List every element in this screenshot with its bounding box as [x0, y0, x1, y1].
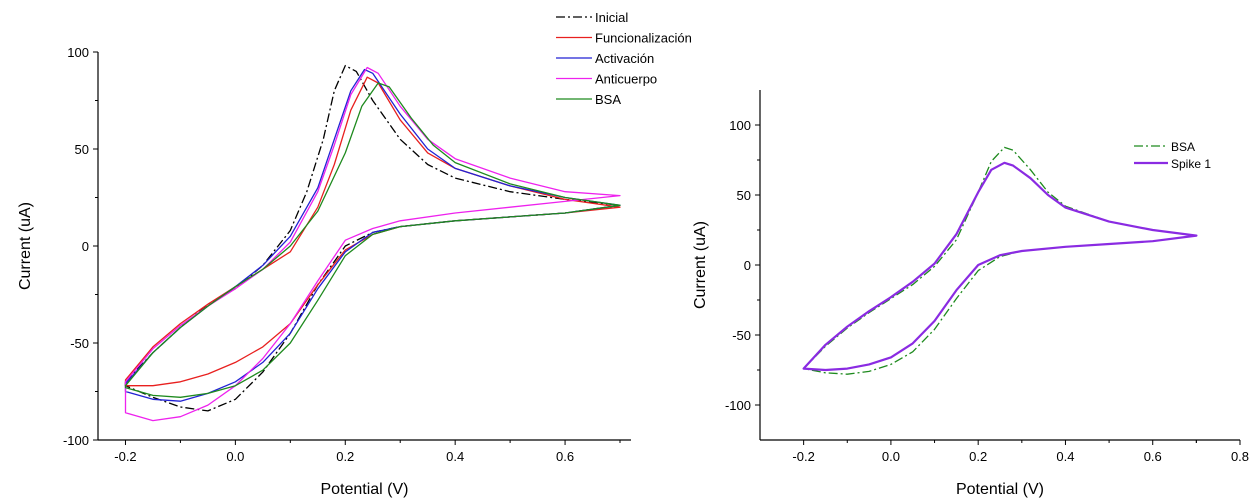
chart1-y-tick-label: 50	[75, 142, 89, 157]
chart2-x-tick-label: 0.0	[882, 449, 900, 464]
chart1-series-activaci-n	[124, 68, 621, 402]
chart2-x-tick-label: 0.6	[1144, 449, 1162, 464]
chart1-legend-label: Activación	[595, 51, 654, 66]
chart2-y-axis-title: Current (uA)	[692, 221, 709, 309]
chart2-series-spike-1	[802, 161, 1198, 372]
chart1-series-anticuerpo	[124, 66, 621, 422]
chart1-legend-label: BSA	[595, 92, 621, 107]
chart1-x-tick-label: 0.6	[556, 449, 574, 464]
chart1-legend-label: Inicial	[595, 10, 628, 25]
chart2-legend-label: BSA	[1171, 140, 1195, 154]
chart1-y-tick-label: -100	[63, 433, 89, 448]
chart1-x-axis-title: Potential (V)	[320, 481, 408, 498]
chart1-y-axis-title: Current (uA)	[17, 202, 34, 290]
chart1-y-tick-label: -50	[70, 336, 89, 351]
chart2-x-tick-label: 0.8	[1231, 449, 1249, 464]
chart2-x-tick-label: 0.2	[969, 449, 987, 464]
chart1-y-tick-label: 100	[67, 45, 89, 60]
chart2-y-tick-label: -50	[732, 328, 751, 343]
chart1-x-tick-label: 0.2	[336, 449, 354, 464]
chart1-x-tick-label: -0.2	[114, 449, 136, 464]
chart1-y-tick-label: 0	[82, 239, 89, 254]
chart1-series-inicial	[124, 64, 621, 412]
chart1-legend-label: Anticuerpo	[595, 72, 657, 87]
chart2-y-tick-label: 0	[744, 258, 751, 273]
chart2-y-tick-label: 50	[737, 188, 751, 203]
chart1-x-tick-label: 0.0	[226, 449, 244, 464]
chart1-legend-label: Funcionalización	[595, 31, 692, 46]
chart1-x-tick-label: 0.4	[446, 449, 464, 464]
chart2-x-tick-label: -0.2	[792, 449, 814, 464]
chart1-series-funcionalizaci-n	[124, 76, 621, 387]
chart2-y-tick-label: 100	[729, 118, 751, 133]
chart2-x-axis-title: Potential (V)	[956, 481, 1044, 498]
chart2-x-tick-label: 0.4	[1056, 449, 1074, 464]
chart1-series-bsa	[124, 82, 621, 398]
chart2-legend-label: Spike 1	[1171, 157, 1211, 171]
chart2-y-tick-label: -100	[725, 398, 751, 413]
chart2-series-bsa	[802, 146, 1198, 375]
